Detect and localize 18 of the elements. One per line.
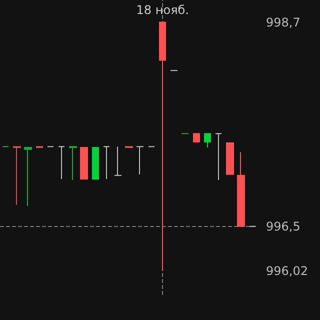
y-tick-label: 996,5 (266, 219, 300, 234)
candlestick (237, 152, 245, 227)
y-tick-label: 996,02 (266, 264, 308, 278)
candlestick (136, 146, 144, 175)
candlestick (92, 147, 99, 180)
y-tick-label: 998,7 (266, 15, 300, 30)
candlestick (114, 146, 122, 176)
candlestick (58, 146, 65, 180)
x-tick-label: 18 нояб. (136, 3, 190, 17)
candlestick (24, 147, 32, 206)
candlestick (13, 146, 21, 206)
candlestick (193, 133, 200, 142)
candlestick (215, 133, 222, 180)
candlestick (69, 146, 77, 180)
candlestick (103, 146, 110, 180)
candlestick (80, 147, 88, 180)
candlestick (204, 133, 211, 148)
candlestick (226, 142, 234, 175)
